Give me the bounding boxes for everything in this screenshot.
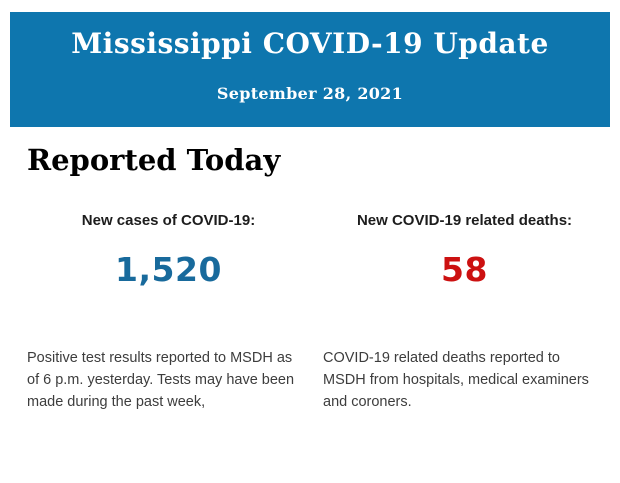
stats-grid: New cases of COVID-19: New COVID-19 rela…: [27, 213, 606, 413]
stat-description-new-cases: Positive test results reported to MSDH a…: [27, 350, 295, 410]
section-heading: Reported Today: [27, 143, 281, 177]
header-banner: Mississippi COVID-19 Update September 28…: [10, 12, 610, 127]
stat-value-new-deaths: 58: [441, 250, 488, 289]
stat-value-new-cases: 1,520: [115, 250, 222, 289]
stat-label-new-deaths: New COVID-19 related deaths:: [356, 212, 573, 229]
stat-description-new-deaths: COVID-19 related deaths reported to MSDH…: [323, 350, 589, 410]
header-date: September 28, 2021: [216, 84, 404, 103]
stat-label-new-cases: New cases of COVID-19:: [81, 212, 256, 229]
page-title: Mississippi COVID-19 Update: [71, 27, 549, 60]
